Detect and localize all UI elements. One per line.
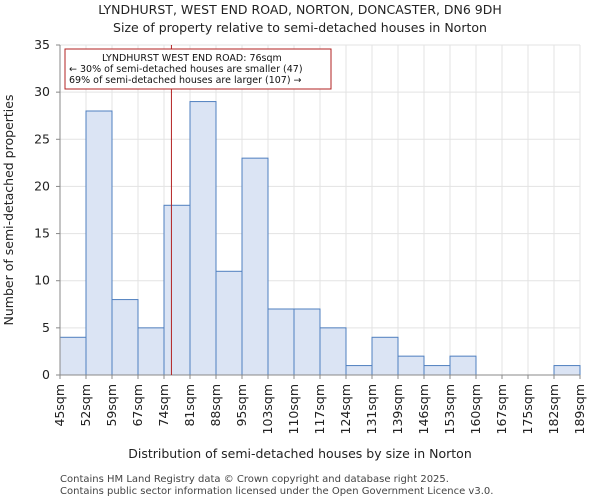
histogram-bar [423,365,451,376]
y-tick-label: 15 [34,226,50,241]
histogram-bar [345,365,373,376]
x-tick-label: 52sqm [78,384,93,427]
x-tick-label: 110sqm [286,384,301,434]
x-tick-label: 45sqm [52,384,67,427]
histogram-bar [371,336,399,376]
y-tick-label: 25 [34,131,50,146]
y-tick-label: 20 [34,178,50,193]
histogram-bar [111,299,139,376]
chart-title: LYNDHURST, WEST END ROAD, NORTON, DONCAS… [98,2,502,17]
bars [59,101,581,376]
annotation-line-3: 69% of semi-detached houses are larger (… [69,75,302,86]
histogram-bar [241,157,269,376]
annotation-line-2: ← 30% of semi-detached houses are smalle… [69,64,303,75]
x-tick-label: 189sqm [572,384,587,434]
x-tick-label: 67sqm [130,384,145,427]
x-tick-label: 139sqm [390,384,405,434]
annotation-box: LYNDHURST WEST END ROAD: 76sqm ← 30% of … [64,48,332,90]
histogram-bar [85,110,113,376]
footer-line-2: Contains public sector information licen… [60,486,493,497]
x-tick-label: 117sqm [312,384,327,434]
annotation-line-1: LYNDHURST WEST END ROAD: 76sqm [102,53,282,64]
annotation-border [64,48,332,90]
histogram-bar [553,365,581,376]
x-tick-label: 103sqm [260,384,275,434]
x-tick-label: 167sqm [494,384,509,434]
x-tick-label: 146sqm [416,384,431,434]
histogram-bar [319,327,347,376]
x-tick-label: 74sqm [156,384,171,427]
histogram-bar [215,270,243,376]
x-tick-label: 81sqm [182,384,197,427]
histogram-bar [397,355,425,376]
y-tick-label: 0 [42,367,50,382]
histogram-bar [293,308,321,376]
chart-subtitle: Size of property relative to semi-detach… [113,20,487,35]
x-tick-label: 95sqm [234,384,249,427]
x-tick-label: 153sqm [442,384,457,434]
footer-line-1: Contains HM Land Registry data © Crown c… [60,474,449,485]
x-axis-ticks: 45sqm 52sqm 59sqm 67sqm 74sqm 81sqm 88sqm 95sqm… [52,375,587,434]
y-tick-label: 35 [34,37,50,52]
y-axis-ticks: 0 5 10 15 20 25 30 35 [34,37,60,382]
histogram-bar [449,355,477,376]
histogram-bar [59,336,87,376]
histogram-bar [163,204,191,376]
y-tick-label: 30 [34,84,50,99]
histogram-bar [189,101,217,376]
x-tick-label: 59sqm [104,384,119,427]
x-tick-label: 160sqm [468,384,483,434]
x-tick-label: 131sqm [364,384,379,434]
y-axis-label: Number of semi-detached properties [1,95,16,326]
y-tick-label: 10 [34,273,50,288]
x-axis-label: Distribution of semi-detached houses by … [128,446,472,461]
x-tick-label: 182sqm [546,384,561,434]
histogram-bar [267,308,295,376]
x-tick-label: 88sqm [208,384,223,427]
histogram-bar [137,327,165,376]
y-tick-label: 5 [42,320,50,335]
x-tick-label: 124sqm [338,384,353,434]
x-tick-label: 175sqm [520,384,535,434]
